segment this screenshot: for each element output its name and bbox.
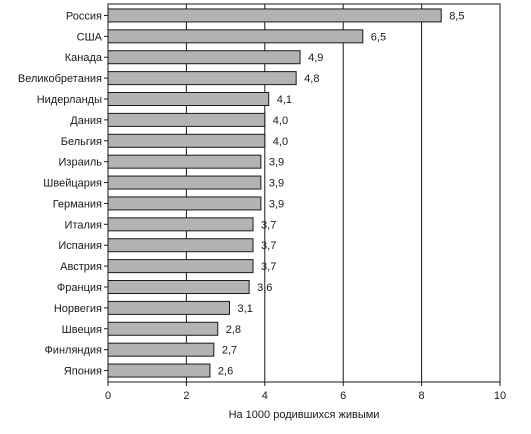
bar: [107, 8, 442, 23]
bar: [107, 280, 250, 294]
category-label: Норвегия: [54, 303, 102, 315]
bar: [107, 238, 254, 253]
bar: [107, 71, 297, 86]
value-label: 4,8: [304, 73, 319, 85]
value-labels: 8,5 6,5 4,9 4,8 4,1 4,0 4,0 3,9 3,9 3,9 3,7 3,7 3,7 3…: [218, 10, 465, 377]
value-label: 2,6: [218, 366, 233, 378]
bars: [107, 8, 442, 378]
bar: [107, 112, 266, 127]
bar: [107, 196, 262, 211]
x-axis-title: На 1000 родившихся живыми: [229, 409, 380, 421]
category-label: Австрия: [60, 261, 102, 273]
value-label: 8,5: [449, 10, 464, 22]
category-label: Япония: [64, 366, 102, 378]
bar: [107, 342, 215, 357]
bar: [107, 133, 266, 148]
x-tick-label: 6: [340, 390, 346, 402]
category-label: Швеция: [62, 324, 102, 336]
bar: [107, 363, 211, 378]
value-label: 3,1: [238, 303, 253, 315]
category-label: Швейцария: [43, 178, 102, 190]
value-label: 3,7: [261, 219, 276, 231]
value-label: 3,9: [269, 157, 284, 169]
value-label: 4,0: [273, 115, 288, 127]
value-label: 3,7: [261, 240, 276, 252]
value-label: 2,7: [222, 345, 237, 357]
value-label: 3,7: [261, 261, 276, 273]
category-label: Израиль: [59, 157, 103, 169]
bar: [107, 154, 262, 169]
bar: [107, 300, 231, 315]
value-label: 6,5: [371, 31, 386, 43]
value-label: 4,9: [308, 52, 323, 64]
bar: [107, 92, 270, 106]
category-labels: Россия США Канада Великобретания Нидерланды Д…: [18, 10, 108, 378]
value-label: 3,9: [269, 198, 284, 210]
category-label: Германия: [53, 198, 102, 210]
category-label: Италия: [65, 219, 103, 231]
x-tick-label: 10: [494, 390, 506, 402]
bar: [107, 29, 364, 44]
x-tick-label: 8: [419, 390, 425, 402]
category-label: Испания: [58, 240, 102, 252]
category-label: Финляндия: [44, 345, 102, 357]
bar: [107, 321, 219, 336]
grid-lines: [185, 4, 423, 382]
value-label: 4,1: [277, 94, 292, 106]
value-label: 3,6: [257, 282, 272, 294]
x-tick-label: 4: [262, 390, 268, 402]
category-label: Нидерланды: [37, 94, 102, 106]
x-tick-labels: 0 2 4 6 8 10: [105, 382, 506, 402]
category-label: США: [77, 31, 103, 43]
value-label: 4,0: [273, 136, 288, 148]
bar: [107, 175, 262, 190]
plot-frame: [107, 3, 501, 383]
bar: [107, 259, 254, 274]
category-label: Дания: [70, 115, 102, 127]
bar: [107, 217, 254, 232]
category-label: Великобретания: [18, 73, 102, 85]
x-tick-label: 0: [105, 390, 111, 402]
value-label: 2,8: [226, 324, 241, 336]
category-label: Франция: [57, 282, 102, 294]
category-label: Россия: [66, 10, 102, 22]
category-label: Канада: [65, 52, 103, 64]
bar: [107, 50, 301, 65]
value-label: 3,9: [269, 178, 284, 190]
x-tick-label: 2: [183, 390, 189, 402]
category-label: Бельгия: [61, 136, 102, 148]
